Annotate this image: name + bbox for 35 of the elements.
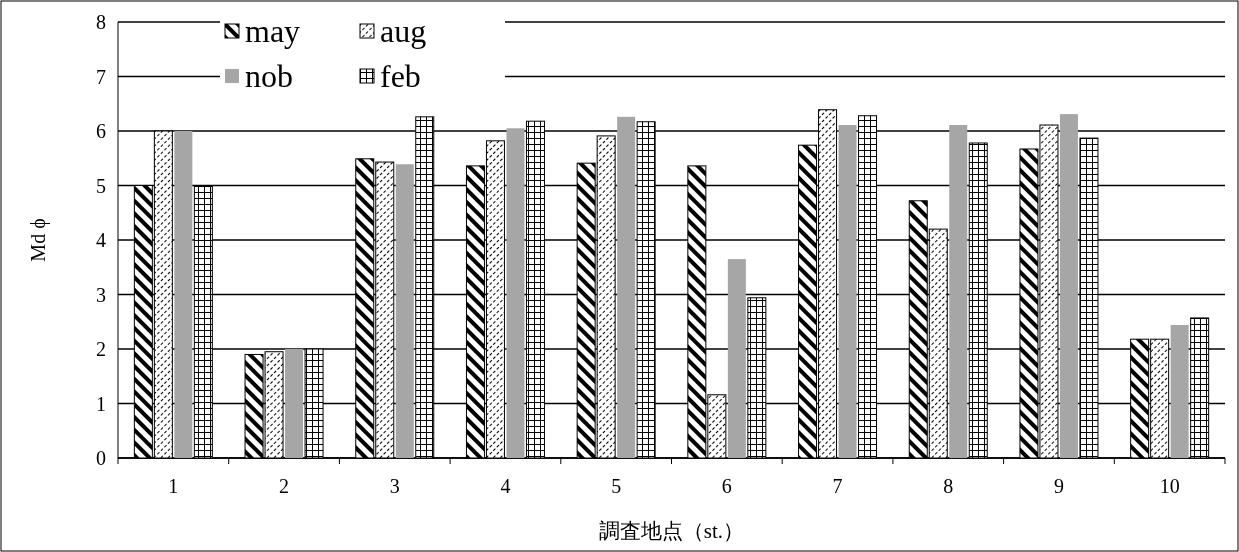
y-tick-label: 8 (96, 11, 106, 33)
x-tick-label: 2 (279, 475, 290, 497)
y-axis-title: Md ϕ (27, 218, 50, 262)
bar (1170, 325, 1189, 458)
y-tick-label: 7 (96, 65, 106, 88)
y-tick-label: 0 (96, 447, 106, 469)
legend-label: feb (380, 58, 421, 94)
y-tick-label: 3 (96, 283, 106, 306)
bar (395, 164, 414, 458)
x-axis-title: 調査地点（st.） (598, 519, 745, 543)
bar (285, 349, 304, 458)
x-tick-label: 8 (943, 475, 954, 497)
x-tick-label: 10 (1159, 475, 1180, 497)
bar (949, 125, 968, 458)
x-tick-label: 5 (611, 475, 622, 497)
y-tick-label: 5 (96, 174, 106, 197)
y-tick-label: 1 (96, 392, 106, 415)
bar (838, 125, 857, 458)
x-tick-label: 9 (1053, 475, 1064, 497)
y-tick-label: 2 (96, 338, 106, 360)
bar (174, 131, 193, 458)
bar (617, 116, 636, 458)
bar (1059, 114, 1078, 458)
y-tick-label: 6 (96, 120, 106, 142)
x-tick-label: 1 (168, 475, 179, 497)
bar (506, 128, 525, 458)
legend-label: may (245, 13, 301, 49)
x-tick-label: 7 (832, 475, 843, 497)
y-tick-label: 4 (96, 229, 106, 251)
x-tick-label: 3 (389, 475, 400, 497)
legend-label: aug (380, 13, 427, 49)
x-tick-label: 6 (721, 475, 732, 497)
bar (727, 259, 746, 458)
x-tick-label: 4 (500, 475, 511, 497)
legend-label: nob (245, 58, 293, 94)
